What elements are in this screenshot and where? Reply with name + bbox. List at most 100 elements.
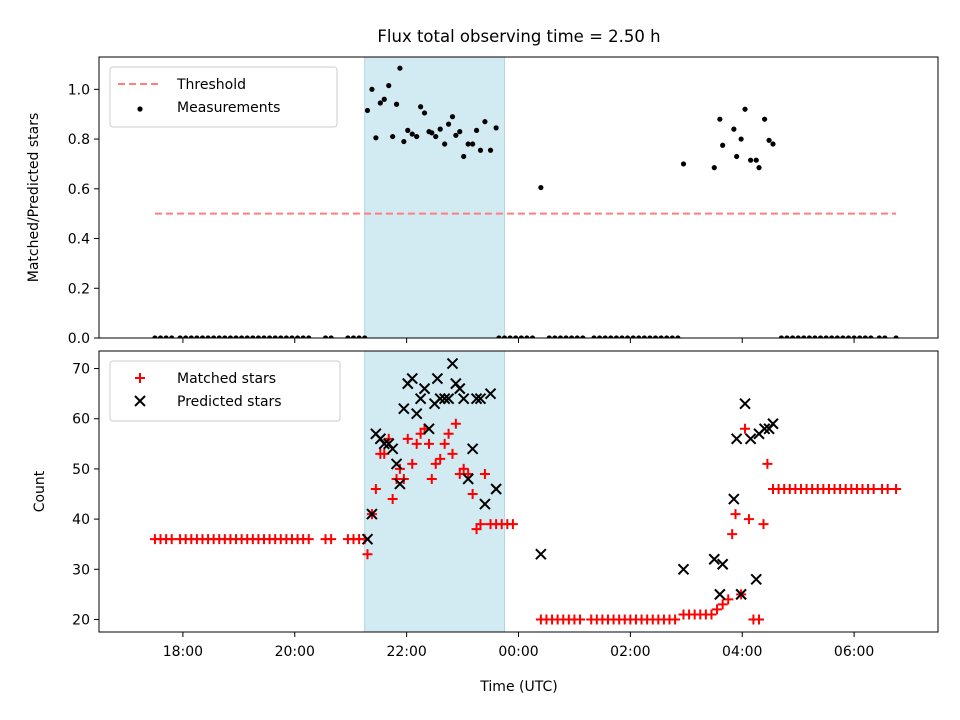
x-tick-label: 06:00 [834, 644, 874, 660]
data-point [817, 335, 824, 338]
data-point [538, 184, 544, 191]
data-point [350, 335, 357, 338]
data-point [370, 483, 381, 494]
data-point [431, 372, 444, 385]
data-point [591, 335, 597, 338]
legend: Threshold Measurements [109, 66, 338, 128]
data-point [487, 147, 494, 153]
data-point [857, 335, 863, 338]
data-point [563, 335, 569, 338]
data-point [840, 335, 846, 338]
x-tick-label: 04:00 [722, 644, 762, 660]
data-point [364, 107, 371, 114]
data-point [758, 519, 769, 530]
data-point [438, 392, 451, 405]
y-tick-label: 0.8 [68, 132, 90, 148]
data-point [851, 335, 857, 338]
data-point [766, 137, 772, 143]
data-point [386, 82, 392, 89]
data-point [714, 588, 726, 601]
series-matched-stars [149, 418, 902, 625]
data-point [708, 553, 720, 565]
data-point [442, 141, 448, 147]
data-point [369, 86, 375, 92]
data-point [457, 392, 470, 405]
data-point [415, 428, 426, 439]
data-point [443, 428, 454, 439]
data-point [669, 335, 675, 338]
data-point [728, 493, 740, 505]
y-tick-label: 0.6 [68, 182, 90, 198]
legend-marker [137, 106, 143, 112]
data-point [893, 335, 899, 338]
data-point [882, 335, 888, 338]
data-point [362, 335, 368, 338]
observing-window-span [364, 56, 506, 339]
data-point [411, 438, 422, 449]
data-point [409, 131, 415, 137]
data-point [513, 335, 519, 338]
data-point [868, 335, 874, 338]
data-point [450, 418, 461, 429]
data-point [463, 468, 474, 479]
data-point [216, 335, 222, 338]
data-point [227, 335, 234, 338]
data-point [731, 126, 737, 132]
data-point [405, 127, 411, 133]
data-point [770, 141, 776, 147]
data-point [447, 448, 458, 459]
data-point [457, 129, 463, 135]
legend-label: Matched stars [177, 371, 276, 387]
data-point [157, 335, 164, 338]
series-measurements [152, 65, 899, 338]
data-point [449, 114, 456, 120]
x-tick-label: 20:00 [275, 644, 315, 660]
data-point [891, 483, 902, 494]
data-point [434, 392, 446, 405]
data-point [453, 132, 459, 138]
data-point [518, 335, 524, 338]
data-point [739, 397, 751, 410]
count-panel: 20 30 40 50 60 70 18:00 20:00 22:00 00:00 02:00 04:… [32, 350, 939, 660]
data-point [608, 335, 614, 338]
y-tick-label: 50 [72, 462, 90, 478]
data-point [373, 135, 379, 141]
data-point [222, 335, 228, 338]
data-point [546, 335, 552, 338]
data-point [806, 335, 812, 338]
data-point [386, 443, 399, 455]
data-point [717, 599, 728, 610]
data-point [557, 335, 564, 338]
data-point [393, 101, 400, 107]
data-point [328, 335, 334, 338]
data-point [762, 458, 773, 469]
data-point [205, 335, 211, 338]
data-point [706, 609, 717, 620]
data-point [398, 402, 410, 415]
data-point [429, 130, 435, 136]
data-point [152, 335, 158, 338]
data-point [462, 473, 474, 485]
data-point [345, 335, 351, 338]
data-point [414, 392, 427, 405]
data-point [507, 335, 513, 338]
legend-marker [135, 373, 145, 383]
data-point [471, 524, 482, 535]
data-point [630, 335, 636, 338]
data-point [829, 335, 835, 338]
data-point [397, 65, 403, 71]
data-point [744, 433, 757, 445]
data-point [636, 335, 642, 338]
data-point [675, 335, 681, 338]
data-point [377, 100, 383, 106]
legend-label: Threshold [176, 77, 246, 93]
data-point [406, 372, 418, 385]
data-point [479, 468, 490, 479]
data-point [378, 438, 390, 450]
data-point [470, 392, 483, 405]
data-point [535, 548, 547, 560]
data-point [423, 423, 435, 435]
y-tick-label: 1.0 [68, 82, 90, 98]
data-point [753, 157, 759, 163]
data-point [446, 357, 459, 370]
